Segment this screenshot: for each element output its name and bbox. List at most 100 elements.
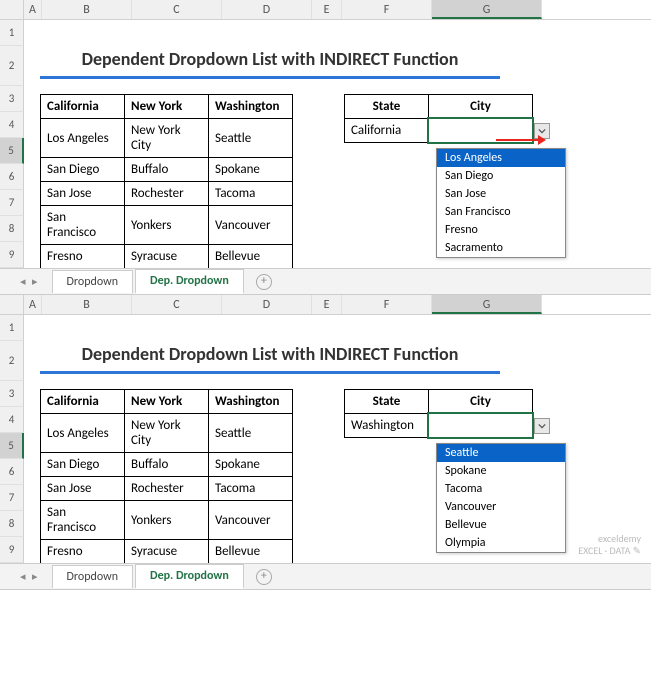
- table-cell[interactable]: Fresno: [41, 540, 125, 564]
- table-cell[interactable]: Spokane: [209, 158, 293, 182]
- col-header-B[interactable]: B: [42, 295, 132, 314]
- dropdown-list[interactable]: Seattle Spokane Tacoma Vancouver Bellevu…: [436, 443, 566, 553]
- row-header-6[interactable]: 6: [0, 164, 24, 190]
- row-header-5[interactable]: 5: [0, 433, 24, 459]
- add-sheet-button[interactable]: +: [256, 569, 272, 585]
- tab-nav-icon[interactable]: ◂ ▸: [20, 275, 40, 288]
- table-cell[interactable]: Rochester: [125, 182, 209, 206]
- row-header-9[interactable]: 9: [0, 242, 24, 268]
- row-header-7[interactable]: 7: [0, 190, 24, 216]
- tab-dep-dropdown[interactable]: Dep. Dropdown: [135, 269, 244, 294]
- table-cell[interactable]: San Jose: [41, 477, 125, 501]
- col-header-E[interactable]: E: [312, 0, 342, 19]
- table-header[interactable]: New York: [125, 95, 209, 119]
- state-header[interactable]: State: [345, 95, 429, 119]
- col-header-G[interactable]: G: [432, 0, 542, 19]
- table-cell[interactable]: Fresno: [41, 245, 125, 269]
- sheet-area[interactable]: Dependent Dropdown List with INDIRECT Fu…: [24, 315, 651, 589]
- table-cell[interactable]: Syracuse: [125, 245, 209, 269]
- table-header[interactable]: Washington: [209, 390, 293, 414]
- table-cell[interactable]: Syracuse: [125, 540, 209, 564]
- dropdown-option[interactable]: Olympia: [437, 534, 565, 552]
- dropdown-option[interactable]: Sacramento: [437, 239, 565, 257]
- row-header-4[interactable]: 4: [0, 112, 24, 138]
- table-cell[interactable]: Vancouver: [209, 206, 293, 245]
- state-header[interactable]: State: [345, 390, 429, 414]
- dropdown-button[interactable]: [534, 418, 550, 434]
- tab-dep-dropdown[interactable]: Dep. Dropdown: [135, 564, 244, 589]
- row-header-8[interactable]: 8: [0, 511, 24, 537]
- row-header-1[interactable]: 1: [0, 20, 24, 46]
- city-cell[interactable]: [429, 414, 533, 438]
- table-cell[interactable]: San Francisco: [41, 206, 125, 245]
- tab-nav-icon[interactable]: ◂ ▸: [20, 570, 40, 583]
- table-header[interactable]: New York: [125, 390, 209, 414]
- col-header-D[interactable]: D: [222, 0, 312, 19]
- table-cell[interactable]: Tacoma: [209, 477, 293, 501]
- dropdown-option[interactable]: Tacoma: [437, 480, 565, 498]
- row-header-3[interactable]: 3: [0, 381, 24, 407]
- dropdown-list[interactable]: Los Angeles San Diego San Jose San Franc…: [436, 148, 566, 258]
- state-cell[interactable]: California: [345, 119, 429, 143]
- table-header[interactable]: Washington: [209, 95, 293, 119]
- col-header-E[interactable]: E: [312, 295, 342, 314]
- tab-dropdown[interactable]: Dropdown: [52, 270, 133, 293]
- table-cell[interactable]: Yonkers: [125, 206, 209, 245]
- table-cell[interactable]: Yonkers: [125, 501, 209, 540]
- table-cell[interactable]: Tacoma: [209, 182, 293, 206]
- row-header-6[interactable]: 6: [0, 459, 24, 485]
- dropdown-option[interactable]: Seattle: [437, 444, 565, 462]
- row-header-9[interactable]: 9: [0, 537, 24, 563]
- dropdown-option[interactable]: San Diego: [437, 167, 565, 185]
- table-header[interactable]: California: [41, 95, 125, 119]
- table-cell[interactable]: San Diego: [41, 158, 125, 182]
- col-header-C[interactable]: C: [132, 295, 222, 314]
- row-header-5[interactable]: 5: [0, 138, 24, 164]
- tab-dropdown[interactable]: Dropdown: [52, 565, 133, 588]
- row-header-7[interactable]: 7: [0, 485, 24, 511]
- table-cell[interactable]: Bellevue: [209, 540, 293, 564]
- dropdown-option[interactable]: San Jose: [437, 185, 565, 203]
- col-header-B[interactable]: B: [42, 0, 132, 19]
- col-header-F[interactable]: F: [342, 0, 432, 19]
- table-cell[interactable]: San Francisco: [41, 501, 125, 540]
- table-cell[interactable]: New York City: [125, 119, 209, 158]
- city-header[interactable]: City: [429, 390, 533, 414]
- table-cell[interactable]: Los Angeles: [41, 414, 125, 453]
- state-cell[interactable]: Washington: [345, 414, 429, 438]
- dropdown-option[interactable]: Bellevue: [437, 516, 565, 534]
- dropdown-option[interactable]: Fresno: [437, 221, 565, 239]
- row-header-1[interactable]: 1: [0, 315, 24, 341]
- dropdown-option[interactable]: Los Angeles: [437, 149, 565, 167]
- add-sheet-button[interactable]: +: [256, 274, 272, 290]
- city-header[interactable]: City: [429, 95, 533, 119]
- row-header-8[interactable]: 8: [0, 216, 24, 242]
- dropdown-option[interactable]: Vancouver: [437, 498, 565, 516]
- dropdown-option[interactable]: San Francisco: [437, 203, 565, 221]
- table-cell[interactable]: San Jose: [41, 182, 125, 206]
- dropdown-option[interactable]: Spokane: [437, 462, 565, 480]
- col-header-F[interactable]: F: [342, 295, 432, 314]
- table-cell[interactable]: New York City: [125, 414, 209, 453]
- table-cell[interactable]: San Diego: [41, 453, 125, 477]
- row-header-3[interactable]: 3: [0, 86, 24, 112]
- col-header-C[interactable]: C: [132, 0, 222, 19]
- row-header-4[interactable]: 4: [0, 407, 24, 433]
- table-cell[interactable]: Vancouver: [209, 501, 293, 540]
- sheet-area[interactable]: Dependent Dropdown List with INDIRECT Fu…: [24, 20, 651, 294]
- col-header-A[interactable]: A: [24, 295, 42, 314]
- col-header-A[interactable]: A: [24, 0, 42, 19]
- table-cell[interactable]: Buffalo: [125, 453, 209, 477]
- table-cell[interactable]: Seattle: [209, 414, 293, 453]
- table-cell[interactable]: Rochester: [125, 477, 209, 501]
- row-header-2[interactable]: 2: [0, 46, 24, 86]
- table-cell[interactable]: Buffalo: [125, 158, 209, 182]
- col-header-G[interactable]: G: [432, 295, 542, 314]
- table-cell[interactable]: Seattle: [209, 119, 293, 158]
- table-cell[interactable]: Bellevue: [209, 245, 293, 269]
- table-cell[interactable]: Spokane: [209, 453, 293, 477]
- row-header-2[interactable]: 2: [0, 341, 24, 381]
- table-header[interactable]: California: [41, 390, 125, 414]
- col-header-D[interactable]: D: [222, 295, 312, 314]
- table-cell[interactable]: Los Angeles: [41, 119, 125, 158]
